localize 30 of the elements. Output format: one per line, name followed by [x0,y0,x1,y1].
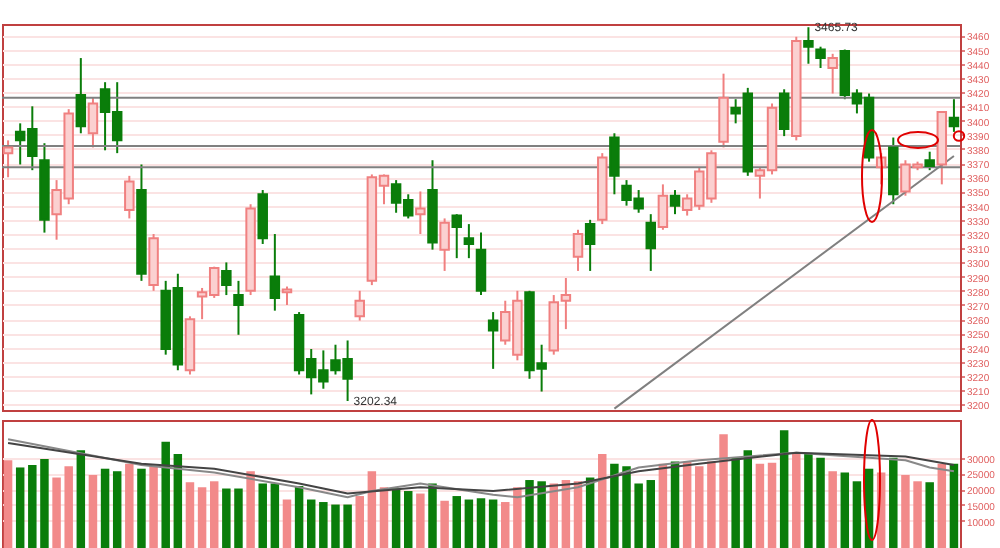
candlestick [124,174,135,220]
candlestick [75,57,87,135]
candlestick [475,231,487,297]
candlestick [87,96,99,149]
candlestick [257,189,268,245]
candlestick [148,233,159,292]
candlestick [221,261,232,297]
candlestick [669,189,681,216]
candlestick [451,213,462,260]
candlestick [2,139,14,179]
candlestick [572,228,584,272]
candlestick [415,190,426,236]
candlestick [354,289,365,322]
candlestick [778,88,790,138]
candlestick [269,233,281,312]
candlestick [718,72,729,149]
candlestick [233,279,244,336]
candlestick [803,26,814,65]
candlestick [888,136,899,206]
candlestick [815,45,826,69]
candlestick [281,285,293,306]
candlestick [657,183,669,231]
candlestick [487,311,499,370]
candlestick [463,223,475,260]
candlestick [584,218,596,272]
candlestick [827,52,838,95]
candlestick [609,132,620,196]
candlestick [645,213,657,272]
candlestick [439,217,450,272]
candlestick [924,150,935,172]
